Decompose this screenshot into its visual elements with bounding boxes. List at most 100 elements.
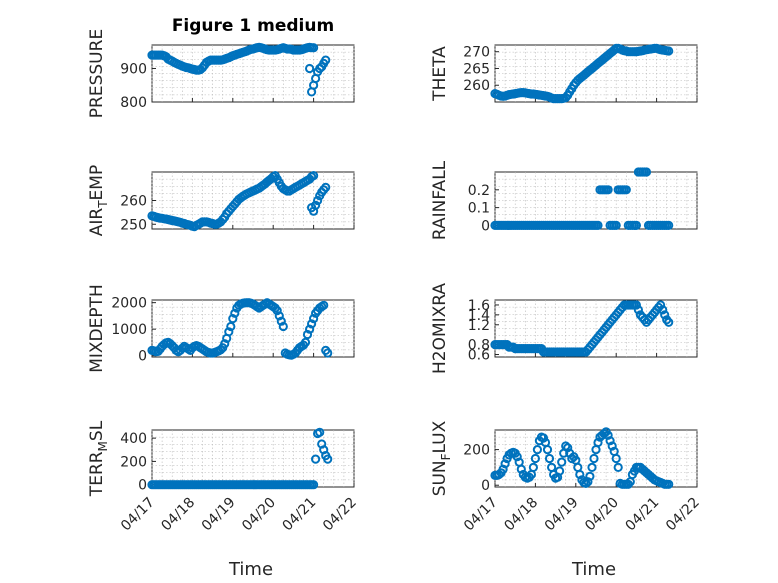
y-tick-label: 265 bbox=[463, 61, 490, 77]
y-tick-label: 260 bbox=[463, 78, 490, 94]
data-point bbox=[664, 46, 674, 56]
data-point bbox=[300, 337, 311, 347]
x-tick-label: 04/17 bbox=[461, 495, 501, 535]
y-tick-label: 0.1 bbox=[468, 201, 490, 217]
data-point bbox=[177, 343, 187, 353]
data-point bbox=[305, 63, 315, 74]
y-tick-label: 270 bbox=[463, 45, 490, 61]
data-point bbox=[664, 479, 674, 489]
y-tick-label: 1000 bbox=[111, 322, 147, 338]
data-point bbox=[309, 171, 319, 181]
data-point bbox=[660, 310, 670, 320]
y-axis-label: RAINFALL bbox=[430, 160, 450, 240]
data-point bbox=[272, 306, 282, 316]
data-point bbox=[230, 308, 240, 318]
data-point bbox=[309, 314, 319, 324]
y-tick-label: 400 bbox=[120, 431, 147, 447]
y-axis-label: PRESSURE bbox=[87, 29, 107, 118]
subplot-7: 0 200 400 04/17 04/18 04/19 04/20 04/21 04/22 TER… bbox=[87, 420, 360, 534]
data-point bbox=[311, 200, 321, 210]
data-point bbox=[544, 453, 555, 464]
data-point bbox=[228, 314, 238, 324]
data-point bbox=[302, 329, 313, 340]
data-point bbox=[585, 471, 595, 481]
x-axis-label-right: Time bbox=[571, 559, 616, 580]
data-point bbox=[498, 464, 508, 474]
y-tick-label: 900 bbox=[120, 61, 147, 77]
data-point bbox=[307, 319, 317, 329]
data-point bbox=[607, 441, 617, 451]
data-point bbox=[216, 345, 226, 355]
data-point bbox=[605, 436, 615, 446]
x-tick-label: 04/17 bbox=[118, 495, 158, 535]
x-tick-label: 04/22 bbox=[663, 495, 703, 535]
data-point bbox=[631, 220, 642, 230]
y-tick-label: 0 bbox=[138, 349, 147, 365]
data-point bbox=[664, 220, 674, 230]
y-tick-label: 250 bbox=[120, 217, 147, 233]
y-tick-label: 0.6 bbox=[468, 348, 490, 364]
data-point bbox=[528, 462, 539, 472]
y-tick-label: 0.2 bbox=[468, 183, 490, 199]
scatter-series bbox=[490, 167, 674, 230]
subplot-3: 250 260 AIRTEMP bbox=[87, 165, 355, 236]
y-tick-label: 0.8 bbox=[468, 338, 490, 354]
data-point bbox=[311, 454, 321, 464]
y-tick-label: 200 bbox=[120, 454, 147, 470]
data-point bbox=[593, 437, 603, 448]
data-point bbox=[603, 430, 613, 440]
x-tick-label: 04/18 bbox=[158, 495, 198, 535]
data-point bbox=[561, 441, 571, 451]
subplot-4: 00.1 0.2 RAINFALL bbox=[430, 160, 698, 240]
y-axis-label: MIXDEPTH bbox=[87, 284, 107, 373]
data-point bbox=[530, 453, 541, 464]
data-point bbox=[555, 466, 565, 476]
y-tick-label: 2000 bbox=[111, 296, 147, 312]
y-tick-label: 800 bbox=[120, 95, 147, 111]
x-tick-label: 04/21 bbox=[280, 495, 320, 535]
data-point bbox=[309, 480, 319, 490]
data-point bbox=[587, 462, 597, 472]
x-tick-label: 04/20 bbox=[239, 495, 279, 535]
subplot-6: 0.60.8 1.21.41.6 H2OMIXRA bbox=[430, 283, 698, 374]
data-point bbox=[664, 317, 674, 327]
data-point bbox=[321, 55, 331, 65]
data-point bbox=[512, 452, 522, 462]
data-point bbox=[621, 185, 631, 195]
scatter-series bbox=[490, 300, 674, 357]
y-axis-label: AIRTEMP bbox=[87, 165, 110, 236]
x-tick-label: 04/19 bbox=[199, 495, 239, 535]
data-point bbox=[532, 445, 543, 455]
y-axis-label: SUNFLUX bbox=[430, 420, 453, 496]
y-axis-label: H2OMIXRA bbox=[430, 283, 450, 374]
data-point bbox=[220, 339, 230, 349]
x-tick-label: 04/20 bbox=[582, 495, 622, 535]
data-point bbox=[589, 453, 599, 464]
x-tick-label: 04/22 bbox=[320, 495, 360, 535]
data-point bbox=[613, 462, 623, 472]
y-tick-label: 1.2 bbox=[468, 318, 490, 334]
data-point bbox=[323, 454, 333, 464]
data-point bbox=[319, 300, 329, 310]
data-point bbox=[563, 443, 573, 453]
data-point bbox=[224, 327, 234, 337]
scatter-series bbox=[147, 427, 333, 490]
data-point bbox=[305, 324, 315, 334]
data-point bbox=[542, 445, 553, 455]
data-point bbox=[274, 311, 284, 321]
data-point bbox=[500, 459, 510, 469]
data-point bbox=[516, 464, 526, 474]
data-point bbox=[603, 185, 613, 195]
y-tick-label: 260 bbox=[120, 194, 147, 210]
data-point bbox=[313, 195, 323, 206]
y-tick-label: 0 bbox=[481, 478, 490, 494]
data-point bbox=[611, 453, 621, 464]
subplot-8: 0 200 04/17 04/18 04/19 04/20 04/21 04/22 SUNFLU… bbox=[430, 420, 703, 534]
data-point bbox=[315, 427, 325, 437]
x-axis-label-left: Time bbox=[228, 559, 273, 580]
y-tick-label: 0 bbox=[481, 218, 490, 234]
data-point bbox=[583, 477, 593, 487]
